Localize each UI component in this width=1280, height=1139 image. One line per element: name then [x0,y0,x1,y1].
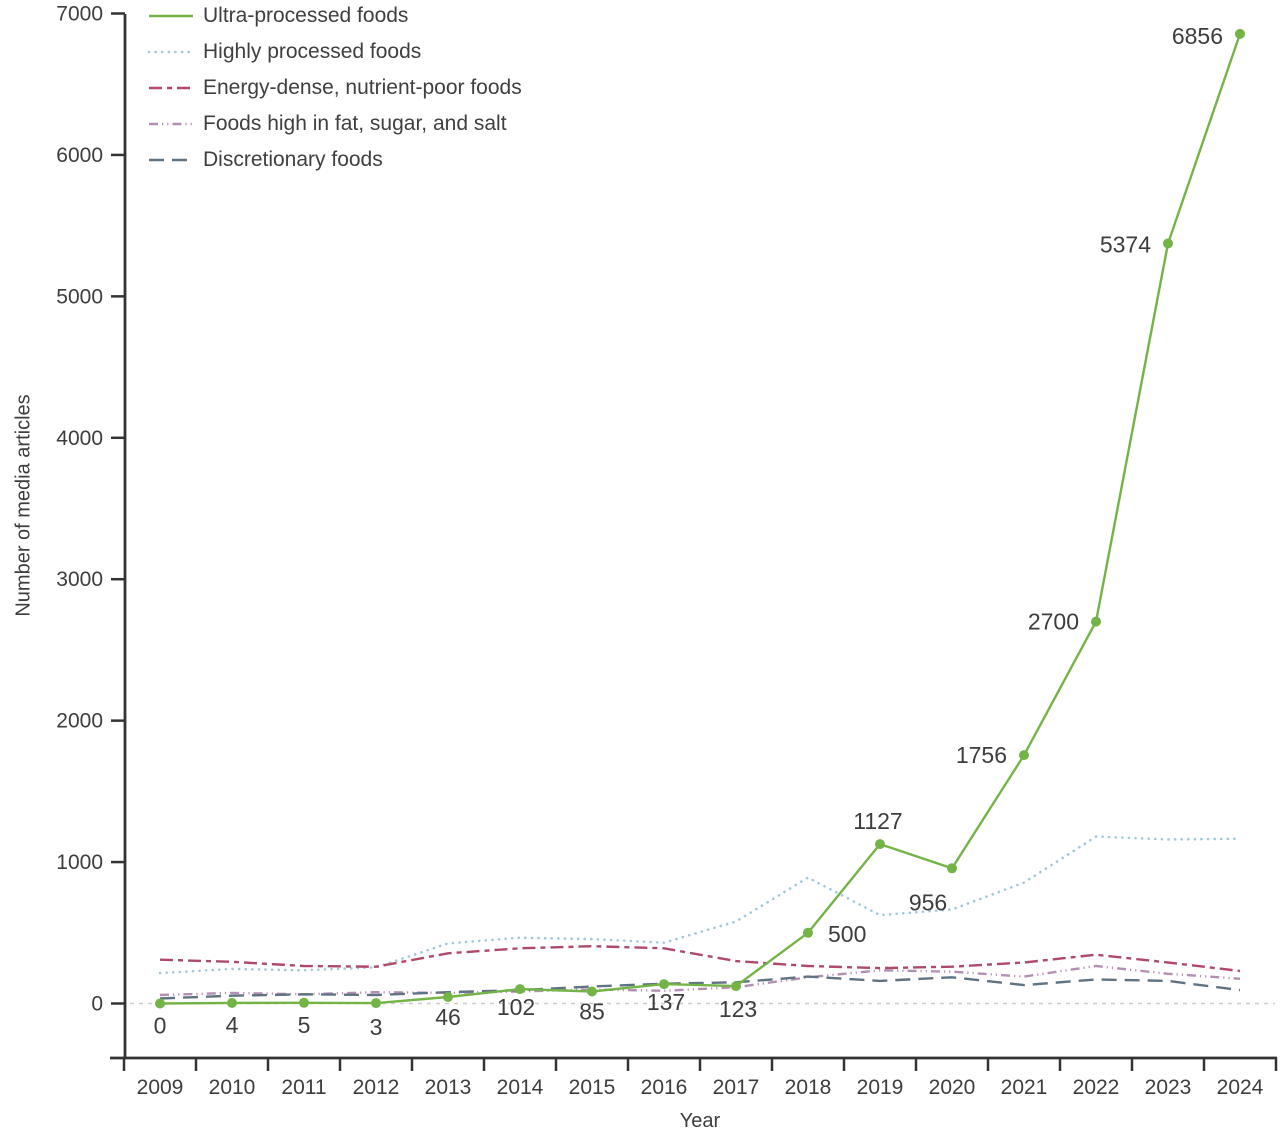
data-point-marker [1091,616,1101,627]
y-tick-label: 4000 [56,427,103,450]
data-point-marker [371,998,381,1009]
legend-item: Discretionary foods [148,142,522,178]
point-value-label: 5 [298,1012,311,1038]
point-value-label: 2700 [1028,609,1079,635]
point-value-label: 4 [226,1012,239,1038]
point-value-label: 500 [828,921,866,947]
y-tick-label: 6000 [56,144,103,167]
x-tick-label: 2019 [857,1076,904,1099]
data-point-marker [155,998,165,1009]
y-tick-label: 1000 [56,851,103,874]
y-axis-title: Number of media articles [12,394,35,617]
data-point-marker [587,986,597,997]
point-value-label: 102 [497,994,535,1020]
x-tick-label: 2022 [1073,1076,1120,1099]
y-tick-label: 0 [91,993,103,1016]
legend-label: Foods high in fat, sugar, and salt [203,112,507,135]
x-tick-label: 2023 [1145,1076,1192,1099]
legend-label: Discretionary foods [203,148,383,171]
point-value-label: 956 [909,889,947,915]
legend-item: Energy-dense, nutrient-poor foods [148,70,522,106]
data-point-marker [1163,238,1173,249]
point-value-label: 6856 [1172,23,1223,49]
x-tick-label: 2024 [1217,1076,1264,1099]
legend-item: Ultra-processed foods [148,0,522,34]
data-point-marker [515,984,525,995]
x-tick-label: 2020 [929,1076,976,1099]
data-point-marker [803,927,813,938]
point-value-label: 5374 [1100,231,1151,257]
point-value-label: 0 [154,1013,167,1039]
legend-line-sample [148,50,194,54]
point-value-label: 1127 [853,808,902,834]
series-line-discretionary-foods [159,975,1241,1000]
x-tick-label: 2017 [713,1076,760,1099]
legend-line-sample [149,14,193,18]
data-point-marker [443,991,453,1002]
data-point-marker [299,997,309,1008]
y-tick-label: 7000 [56,3,103,26]
point-value-label: 137 [647,989,685,1015]
data-point-marker [947,863,957,874]
point-value-label: 123 [719,996,757,1022]
legend-label: Ultra-processed foods [203,4,409,27]
data-point-marker [875,839,885,850]
point-value-label: 46 [435,1004,461,1030]
series-line-foods-high-in-fat-sugar-and-salt [159,964,1241,997]
point-value-label: 3 [370,1014,383,1040]
data-point-marker [227,997,237,1008]
x-tick-label: 2014 [497,1076,544,1099]
series-line-ultra-processed-foods [159,33,1242,1005]
x-tick-label: 2009 [137,1076,184,1099]
data-point-marker [659,979,669,990]
x-tick-label: 2015 [569,1076,616,1099]
y-tick-label: 3000 [56,568,103,591]
legend-line-sample [149,86,193,90]
legend-line-sample [149,158,193,162]
x-tick-label: 2012 [353,1076,400,1099]
y-tick-label: 5000 [56,285,103,308]
legend-item: Highly processed foods [148,34,522,70]
x-tick-label: 2011 [281,1076,326,1099]
legend-label: Energy-dense, nutrient-poor foods [203,76,522,99]
data-point-marker [1019,750,1029,761]
data-point-marker [731,981,741,992]
legend-line-sample [149,122,193,126]
x-tick-label: 2010 [209,1076,256,1099]
legend-label: Highly processed foods [203,40,422,63]
y-tick-label: 2000 [56,710,103,733]
point-value-label: 1756 [956,742,1007,768]
x-tick-label: 2016 [641,1076,688,1099]
x-tick-label: 2018 [785,1076,832,1099]
x-tick-label: 2021 [1001,1076,1048,1099]
x-tick-label: 2013 [425,1076,472,1099]
chart-legend: Ultra-processed foods Highly processed fo… [148,0,522,178]
series-line-energy-dense-nutrient-poor-foods [159,944,1241,973]
point-value-label: 85 [579,998,605,1024]
series-line-highly-processed-foods [158,835,1242,975]
x-axis-title: Year [679,1110,721,1132]
data-point-marker [1235,28,1245,39]
legend-item: Foods high in fat, sugar, and salt [148,106,522,142]
